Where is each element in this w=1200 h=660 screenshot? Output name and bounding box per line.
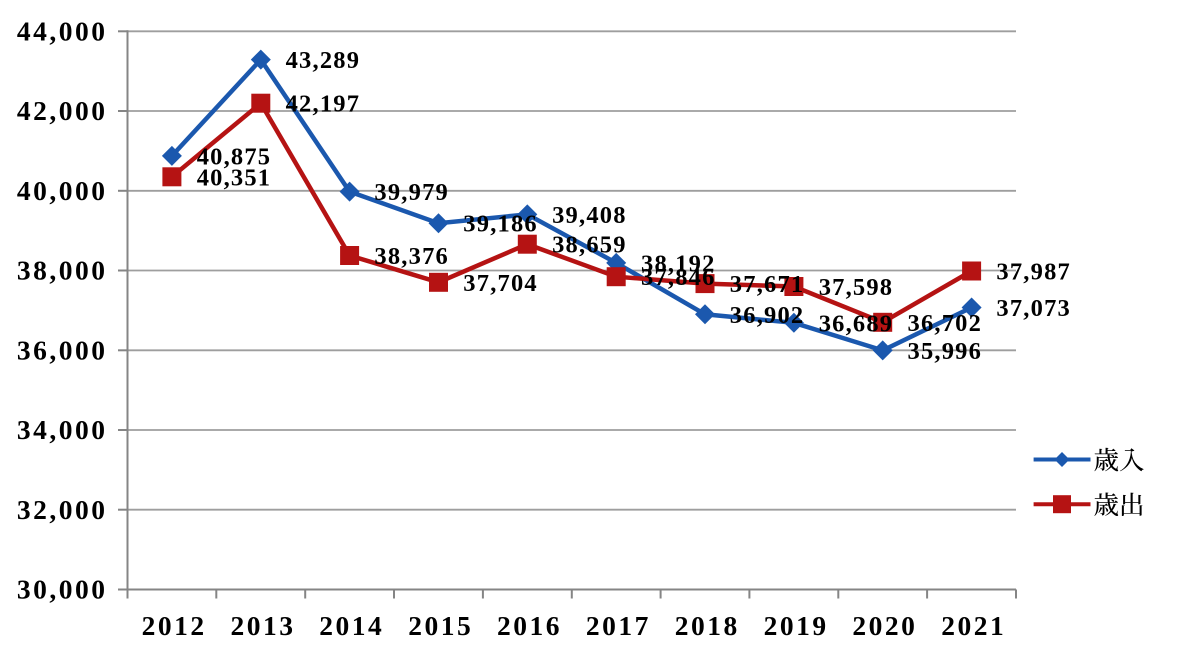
svg-text:38,659: 38,659 [552, 232, 627, 259]
svg-text:2013: 2013 [231, 610, 296, 641]
svg-text:37,846: 37,846 [641, 264, 716, 291]
svg-text:2016: 2016 [497, 610, 562, 641]
svg-text:2012: 2012 [142, 610, 207, 641]
svg-text:2019: 2019 [764, 610, 829, 641]
svg-text:39,408: 39,408 [552, 202, 627, 229]
svg-text:34,000: 34,000 [17, 414, 108, 445]
svg-text:37,671: 37,671 [730, 271, 805, 298]
svg-text:36,000: 36,000 [17, 335, 108, 366]
svg-text:38,192: 38,192 [641, 250, 716, 277]
svg-text:36,702: 36,702 [908, 310, 983, 337]
svg-text:2014: 2014 [319, 610, 384, 641]
svg-text:39,979: 39,979 [374, 179, 449, 206]
svg-text:2017: 2017 [586, 610, 651, 641]
svg-text:37,987: 37,987 [996, 259, 1071, 286]
svg-text:38,376: 38,376 [374, 243, 449, 270]
svg-text:37,073: 37,073 [996, 295, 1071, 322]
svg-text:2018: 2018 [675, 610, 740, 641]
svg-text:2021: 2021 [941, 610, 1006, 641]
svg-text:42,000: 42,000 [17, 95, 108, 126]
svg-text:40,875: 40,875 [197, 143, 272, 170]
svg-text:43,289: 43,289 [286, 47, 361, 74]
svg-text:37,704: 37,704 [463, 270, 538, 297]
svg-text:39,186: 39,186 [463, 211, 538, 238]
svg-text:44,000: 44,000 [17, 16, 108, 47]
svg-text:36,902: 36,902 [730, 302, 805, 329]
svg-text:37,598: 37,598 [819, 274, 894, 301]
svg-text:2020: 2020 [852, 610, 917, 641]
svg-text:2015: 2015 [408, 610, 473, 641]
svg-text:35,996: 35,996 [908, 338, 983, 365]
svg-text:30,000: 30,000 [17, 574, 108, 605]
svg-text:36,689: 36,689 [819, 310, 894, 337]
svg-text:32,000: 32,000 [17, 494, 108, 525]
svg-text:38,000: 38,000 [17, 255, 108, 286]
svg-text:40,351: 40,351 [197, 164, 272, 191]
svg-text:40,000: 40,000 [17, 175, 108, 206]
svg-text:42,197: 42,197 [286, 91, 361, 118]
